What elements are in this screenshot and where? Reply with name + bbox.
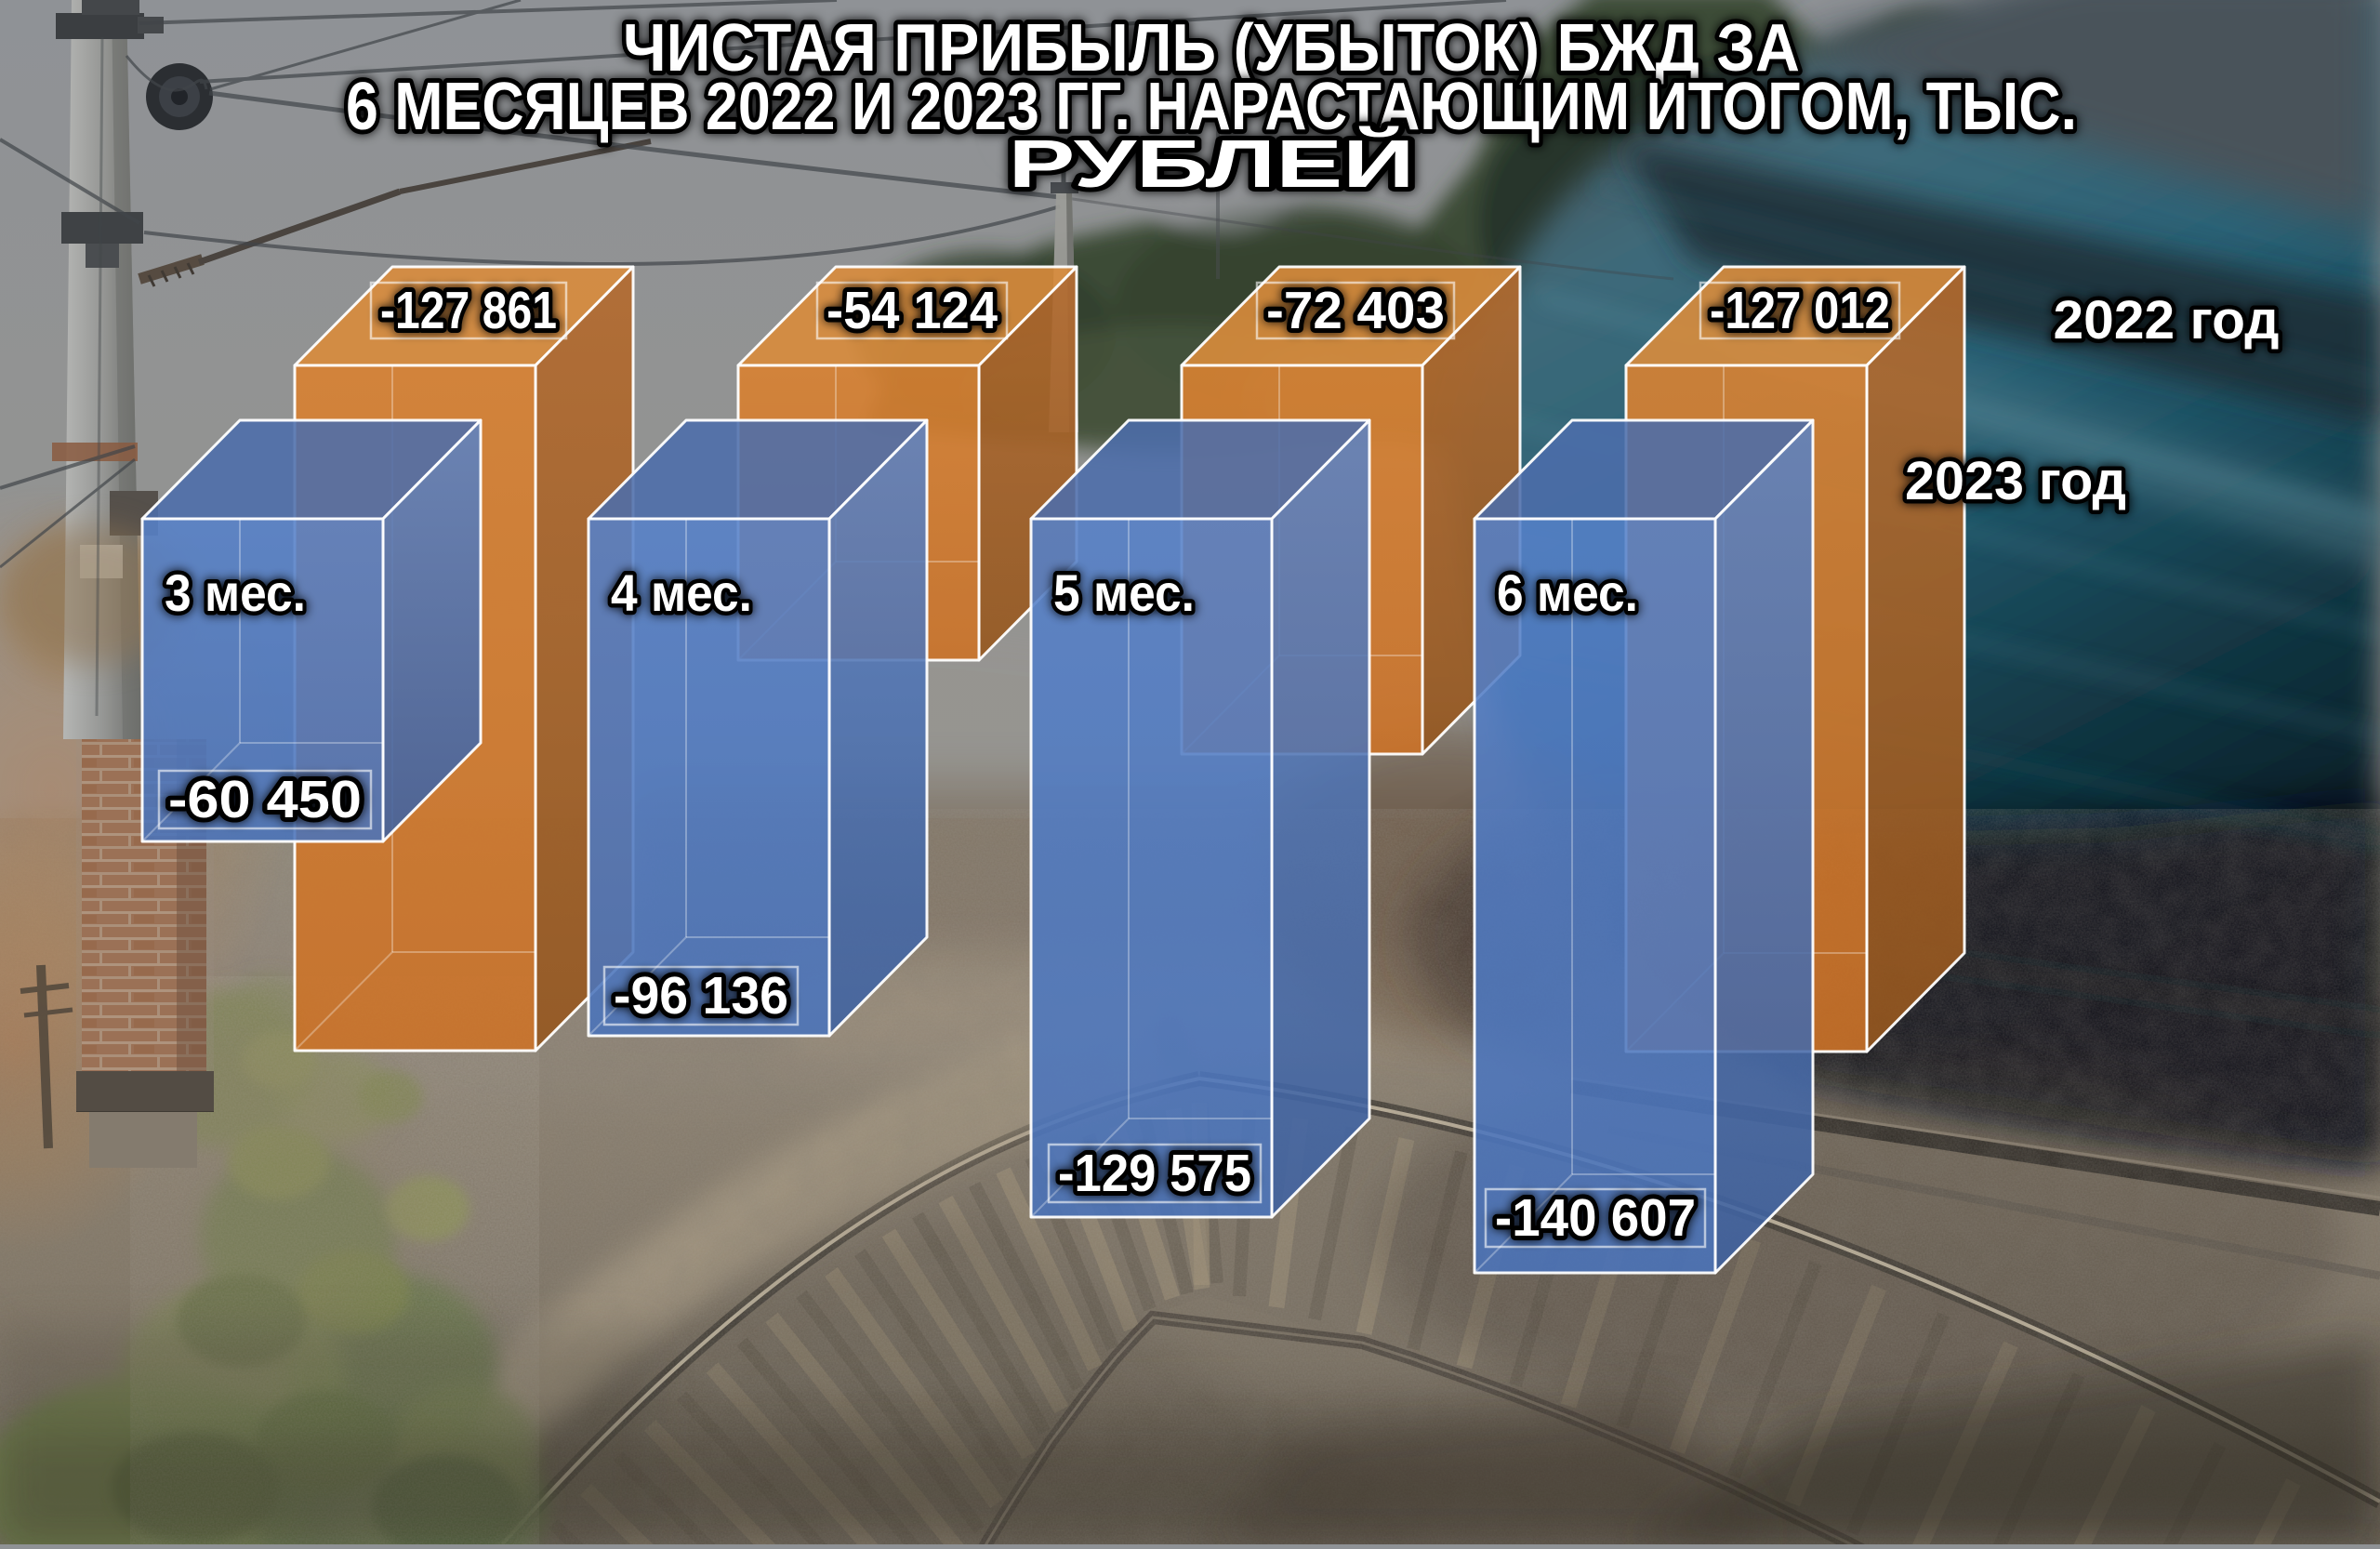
svg-text:4 мес.: 4 мес. bbox=[611, 563, 752, 622]
svg-text:ЧИСТАЯ ПРИБЫЛЬ (УБЫТОК) БЖД ЗА: ЧИСТАЯ ПРИБЫЛЬ (УБЫТОК) БЖД ЗА bbox=[623, 11, 1800, 86]
svg-text:-72 403: -72 403 bbox=[1266, 281, 1445, 340]
svg-text:6 МЕСЯЦЕВ 2022 И 2023 ГГ. НАРА: 6 МЕСЯЦЕВ 2022 И 2023 ГГ. НАРАСТАЮЩИМ ИТ… bbox=[346, 70, 2077, 144]
svg-text:3 мес.: 3 мес. bbox=[165, 563, 306, 622]
svg-text:-60 450: -60 450 bbox=[168, 770, 362, 829]
svg-text:-96 136: -96 136 bbox=[614, 966, 788, 1026]
svg-text:2023 год: 2023 год bbox=[1905, 451, 2126, 511]
svg-text:-140 607: -140 607 bbox=[1495, 1188, 1696, 1248]
svg-text:2022 год: 2022 год bbox=[2054, 290, 2280, 351]
svg-text:6 мес.: 6 мес. bbox=[1497, 563, 1638, 622]
svg-text:-127 861: -127 861 bbox=[380, 281, 557, 340]
svg-text:-54 124: -54 124 bbox=[826, 281, 998, 340]
svg-text:-127 012: -127 012 bbox=[1710, 281, 1890, 340]
svg-text:-129 575: -129 575 bbox=[1058, 1144, 1251, 1203]
svg-text:5 мес.: 5 мес. bbox=[1053, 563, 1195, 622]
svg-text:РУБЛЕЙ: РУБЛЕЙ bbox=[1009, 126, 1415, 202]
